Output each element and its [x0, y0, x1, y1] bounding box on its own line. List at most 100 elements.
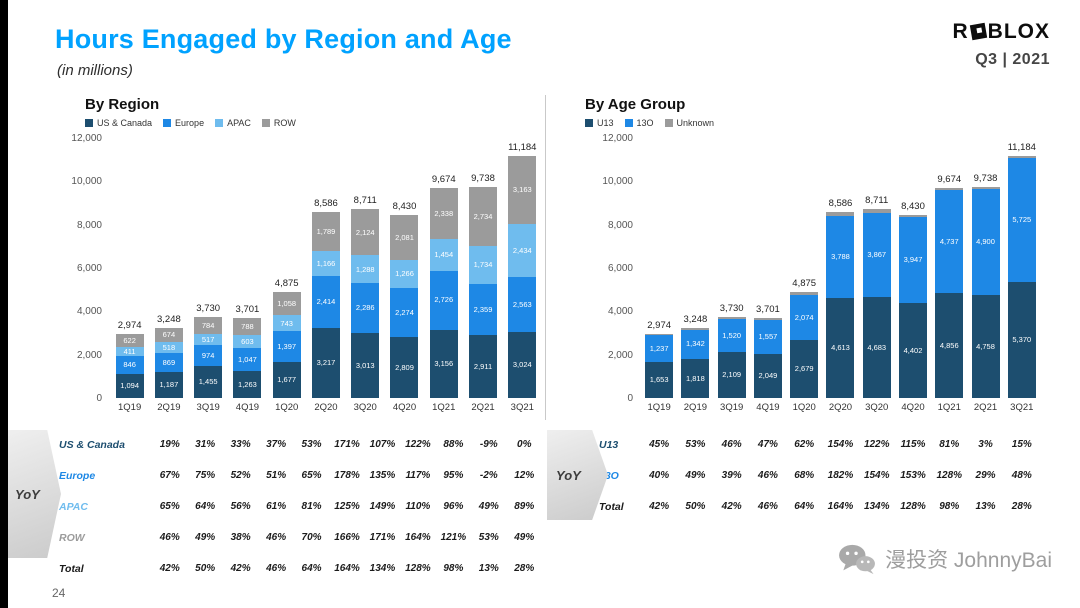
bar-segment: 4,402: [898, 302, 927, 398]
bar-segment: 1,557: [753, 319, 782, 354]
yoy-row-label: Total: [599, 500, 624, 513]
bar-segment: 2,338: [429, 188, 458, 240]
segment-value-label: 2,074: [794, 312, 814, 322]
bar-segment: 2,563: [508, 276, 537, 333]
bar-total-label: 9,738: [471, 173, 495, 185]
bar-stack: 1,187 869 518 674 3,248: [154, 138, 183, 398]
bar-segment: 2,679: [790, 339, 819, 398]
segment-value-label: 2,809: [395, 362, 414, 372]
yoy-value: 51%: [266, 470, 287, 481]
bar-stack: 3,013 2,286 1,288 2,124 8,711: [351, 138, 380, 398]
bar-segment: [862, 209, 891, 213]
x-axis-label: 1Q21: [432, 402, 456, 413]
yoy-value: 135%: [369, 470, 396, 481]
bar-segment: 603: [233, 334, 262, 348]
yoy-value: 122%: [863, 439, 890, 450]
bar-segment: 4,758: [971, 294, 1000, 398]
yoy-value: 107%: [369, 439, 396, 450]
yoy-value: 125%: [334, 501, 360, 512]
bar-segment: 1,397: [272, 331, 301, 362]
bar-segment: 2,414: [311, 276, 340, 329]
bar-segment: 4,613: [826, 298, 855, 398]
x-axis-label: 3Q20: [353, 402, 377, 413]
bar-segment: 1,047: [233, 347, 262, 371]
bar-total-label: 2,974: [117, 319, 142, 331]
bar-stack: 2,049 1,557 3,701: [753, 138, 782, 398]
legend-label: Europe: [175, 118, 205, 128]
yoy-value: 128%: [405, 563, 431, 574]
y-axis-tick: 6,000: [607, 263, 633, 274]
x-axis-label: 3Q19: [720, 402, 744, 413]
bar-segment: 4,737: [935, 190, 964, 293]
segment-value-label: 1,454: [434, 250, 454, 260]
bar-segment: 1,166: [311, 250, 340, 276]
segment-value-label: 1,166: [316, 258, 336, 268]
bar-segment: 974: [194, 345, 223, 367]
bar-slot: 3,156 2,726 1,454 2,338 9,674 1Q21: [424, 138, 463, 413]
roblox-logo: R BLOX: [952, 20, 1050, 44]
segment-value-label: 3,788: [831, 252, 850, 262]
legend-item: Unknown: [664, 118, 714, 128]
bar-slot: 2,049 1,557 3,701 4Q19: [750, 138, 786, 413]
bar-segment: 869: [154, 353, 183, 373]
x-axis-label: 3Q21: [510, 402, 534, 413]
bar-total-label: 4,875: [792, 278, 817, 290]
yoy-value: 42%: [230, 563, 251, 574]
yoy-value: 81%: [939, 439, 960, 450]
segment-value-label: 2,286: [355, 303, 375, 313]
bar-total-label: 8,586: [314, 197, 338, 209]
segment-value-label: 1,557: [758, 331, 778, 341]
y-axis-tick: 8,000: [76, 219, 102, 231]
yoy-table-row: US & Canada 19% 31% 33% 37% 53% 171% 107% 122% 88…: [42, 429, 542, 460]
bar-segment: 5,370: [1007, 281, 1036, 398]
region-legend: US & Canada Europe APAC ROW: [85, 118, 542, 128]
bar-segment: 3,788: [826, 216, 855, 299]
segment-value-label: 1,677: [277, 375, 297, 385]
bar-segment: 411: [115, 347, 144, 356]
segment-value-label: 3,156: [434, 359, 454, 369]
yoy-row-label: APAC: [59, 500, 88, 513]
bar-segment: 2,124: [351, 209, 380, 256]
segment-value-label: 1,455: [198, 377, 218, 387]
yoy-table-row: APAC 65% 64% 56% 61% 81% 125% 149% 110% 96% 49% 89%: [42, 491, 542, 522]
yoy-value: 171%: [334, 439, 360, 450]
segment-value-label: 1,094: [120, 381, 140, 391]
segment-value-label: 3,013: [355, 360, 375, 370]
bar-total-label: 8,711: [353, 195, 377, 207]
y-axis-tick: 10,000: [602, 176, 633, 188]
yoy-value: 67%: [159, 470, 180, 481]
bar-segment: 2,434: [508, 224, 537, 277]
x-axis-label: 4Q20: [392, 402, 417, 413]
segment-value-label: 1,263: [238, 379, 257, 389]
segment-value-label: 4,856: [939, 340, 959, 350]
yoy-value: 38%: [230, 532, 251, 543]
bar-segment: [681, 327, 710, 330]
legend-label: ROW: [273, 118, 296, 128]
yoy-value: 134%: [369, 563, 396, 574]
bar-total-label: 11,184: [508, 141, 537, 153]
yoy-value: 46%: [757, 501, 778, 512]
bar-total-label: 8,711: [865, 195, 889, 207]
age-chart: 12,000 10,000 8,000 6,000 4,000 2,000 0 1,653 1…: [585, 133, 1040, 413]
bar-stack: 1,094 846 411 622 2,974: [115, 138, 144, 398]
bar-segment: 1,454: [429, 239, 458, 271]
segment-value-label: 1,288: [355, 264, 375, 274]
y-axis-tick: 0: [96, 393, 102, 404]
segment-value-label: 3,217: [316, 358, 336, 368]
segment-value-label: 5,370: [1012, 335, 1032, 345]
segment-value-label: 2,109: [722, 370, 742, 380]
y-axis-tick: 0: [627, 393, 633, 404]
yoy-value: 128%: [936, 470, 963, 481]
bar-segment: 1,818: [681, 358, 710, 398]
segment-value-label: 743: [280, 318, 293, 328]
yoy-row-label: U13: [599, 438, 619, 451]
segment-value-label: 1,237: [649, 344, 669, 354]
bar-total-label: 11,184: [1007, 141, 1036, 153]
bar-slot: 4,613 3,788 8,586 2Q20: [822, 138, 858, 413]
segment-value-label: 869: [162, 358, 176, 368]
segment-value-label: 2,734: [473, 211, 493, 221]
yoy-value: -9%: [479, 439, 498, 450]
yoy-value: 46%: [159, 532, 180, 543]
yoy-value: 164%: [827, 501, 854, 512]
y-axis-tick: 10,000: [71, 176, 102, 188]
